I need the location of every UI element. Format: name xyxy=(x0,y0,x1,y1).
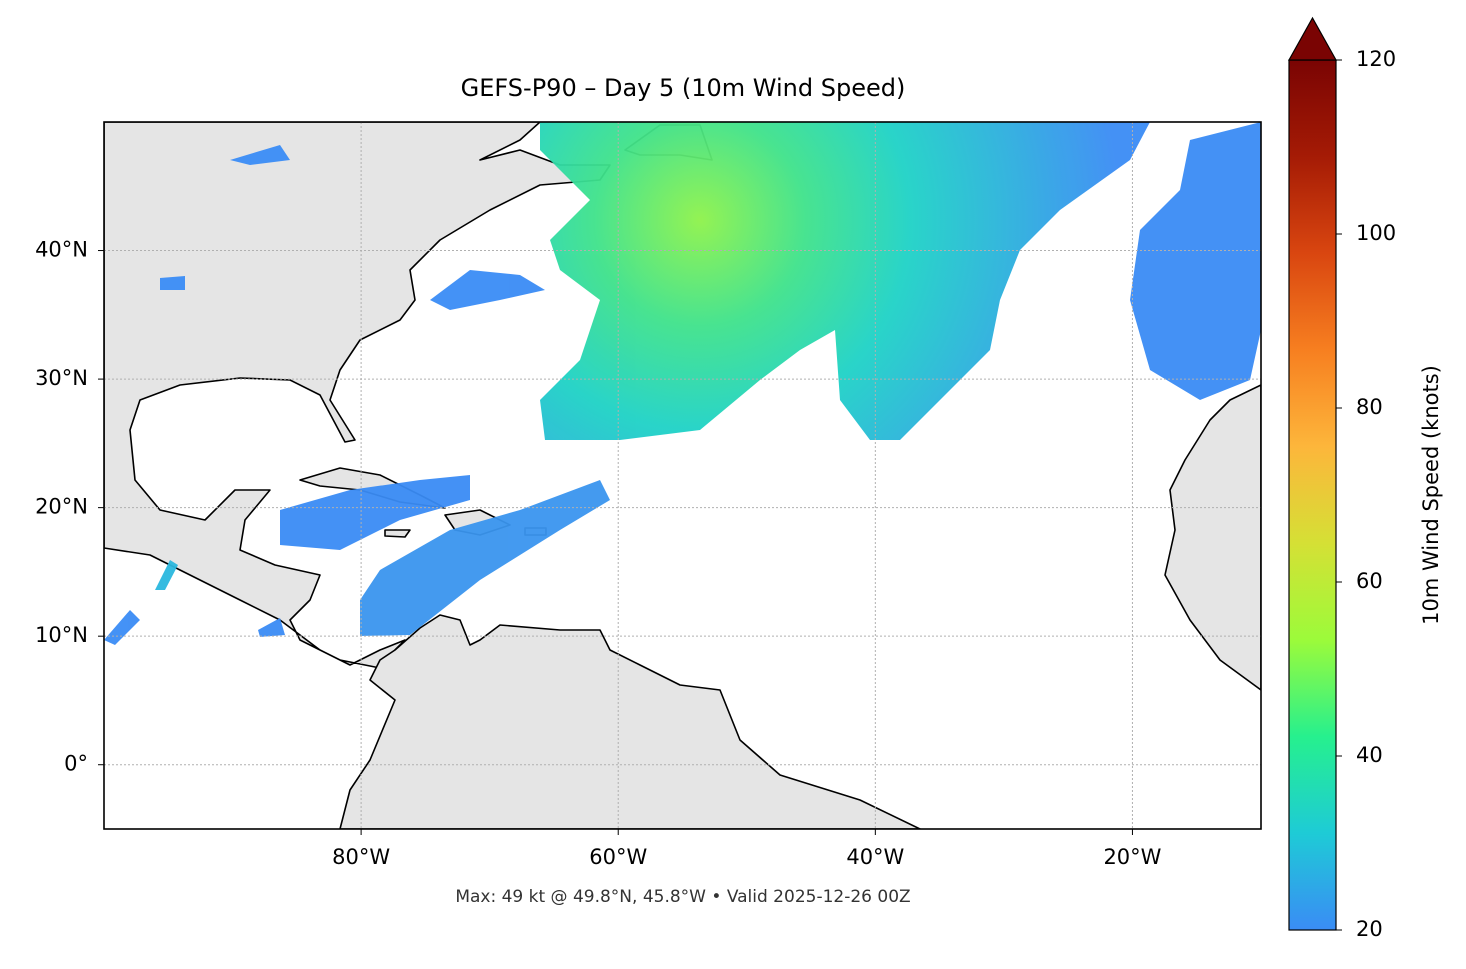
wind-area xyxy=(1130,122,1261,400)
y-tick-label: 0° xyxy=(64,752,88,776)
africa xyxy=(1164,384,1261,691)
map-frame xyxy=(103,121,1262,830)
graticule xyxy=(104,122,1261,829)
wind-area xyxy=(360,480,610,636)
colorbar-tick-label: 60 xyxy=(1356,569,1383,593)
wind-area xyxy=(540,122,1150,440)
x-tick-label: 60°W xyxy=(589,845,647,869)
map-area xyxy=(104,122,1261,829)
colorbar-tick-label: 120 xyxy=(1356,47,1396,71)
y-tick-label: 40°N xyxy=(35,238,88,262)
title: GEFS-P90 – Day 5 (10m Wind Speed) xyxy=(461,74,906,102)
north-america xyxy=(104,122,611,669)
wind-area xyxy=(155,560,178,590)
x-tick-label: 40°W xyxy=(846,845,904,869)
wind-area xyxy=(430,270,545,310)
colorbar-tick-label: 80 xyxy=(1356,395,1383,419)
colorbar-tick-label: 100 xyxy=(1356,221,1396,245)
note: Max: 49 kt @ 49.8°N, 45.8°W • Valid 2025… xyxy=(455,887,910,907)
colorbar-tick-label: 40 xyxy=(1356,743,1383,767)
colorbar-scale xyxy=(1288,59,1337,931)
wind-area xyxy=(280,475,470,550)
y-tick-label: 30°N xyxy=(35,366,88,390)
y-tick-label: 10°N xyxy=(35,623,88,647)
x-tick-label: 20°W xyxy=(1103,845,1161,869)
wind-area xyxy=(230,145,290,165)
colorbar-extension xyxy=(1287,16,1338,61)
wind-area xyxy=(258,618,285,637)
x-tick-label: 80°W xyxy=(332,845,390,869)
wind-field xyxy=(104,122,1261,645)
wind-area xyxy=(160,276,185,290)
south-america xyxy=(339,614,921,829)
colorbar-tick-label: 20 xyxy=(1356,917,1383,941)
colorbar: 20 40 60 80 100 120 xyxy=(1287,16,1396,941)
y-tick-label: 20°N xyxy=(35,495,88,519)
colorbar-label: 10m Wind Speed (knots) xyxy=(1419,365,1443,625)
jamaica xyxy=(384,529,411,538)
